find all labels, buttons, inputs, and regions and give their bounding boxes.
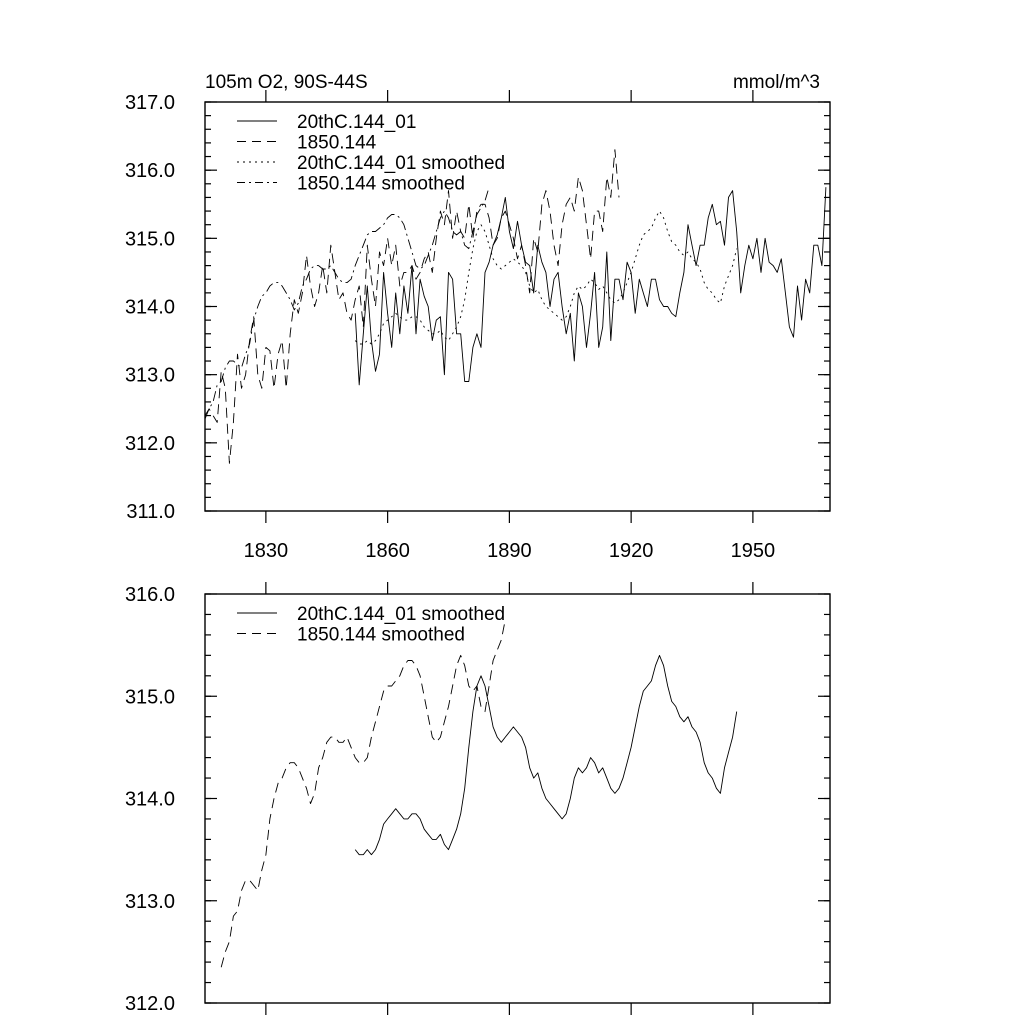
legend-label: 20thC.144_01: [297, 112, 416, 133]
y-tick-label: 312.0: [125, 993, 175, 1015]
x-tick-label: 1950: [731, 540, 776, 562]
y-tick-label: 316.0: [125, 160, 175, 182]
legend-label: 1850.144 smoothed: [297, 625, 465, 646]
units-label: mmol/m^3: [733, 72, 820, 93]
x-tick-label: 1860: [365, 540, 410, 562]
legend-label: 20thC.144_01 smoothed: [297, 153, 505, 174]
legend-label: 1850.144 smoothed: [297, 174, 465, 195]
bottom-panel: 312.0 313.0 314.0 315.0 316.0 20thC.144_01 sm…: [125, 582, 831, 1015]
y-tick-label: 314.0: [125, 789, 175, 811]
series-line-1850-144-smoothed: [220, 619, 506, 968]
y-tick-label: 315.0: [125, 686, 175, 708]
y-tick-label: 311.0: [126, 501, 175, 523]
y-tick-label: 314.0: [125, 297, 175, 319]
y-tick-label: 317.0: [125, 92, 175, 114]
series-line-20thc-144-01: [354, 187, 827, 386]
plot-frame: [204, 593, 831, 1004]
y-tick-label: 312.0: [125, 433, 175, 455]
x-tick-label: 1920: [609, 540, 654, 562]
legend-label: 20thC.144_01 smoothed: [297, 604, 505, 625]
x-tick-label: 1830: [244, 540, 289, 562]
y-tick-label: 313.0: [125, 891, 175, 913]
y-tick-label: 316.0: [125, 584, 175, 606]
chart-title: 105m O2, 90S-44S: [205, 72, 368, 93]
series-line-20thc-144-01-smoothed: [354, 654, 738, 856]
series-line-1850-144-smoothed: [204, 187, 490, 420]
legend-label: 1850.144: [297, 133, 377, 154]
series-line-1850-144: [204, 149, 620, 464]
y-tick-label: 315.0: [125, 228, 175, 250]
x-tick-label: 1890: [487, 540, 532, 562]
y-tick-label: 313.0: [125, 365, 175, 387]
top-panel: 105m O2, 90S-44S mmol/m^3 311.0 312.0 313.0 3…: [125, 72, 831, 562]
